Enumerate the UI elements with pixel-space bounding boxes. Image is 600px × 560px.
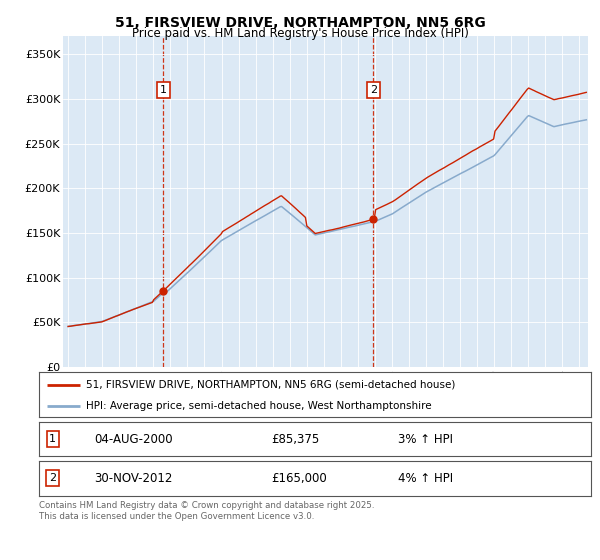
Text: 04-AUG-2000: 04-AUG-2000: [94, 432, 173, 446]
Text: 51, FIRSVIEW DRIVE, NORTHAMPTON, NN5 6RG: 51, FIRSVIEW DRIVE, NORTHAMPTON, NN5 6RG: [115, 16, 485, 30]
Text: 1: 1: [160, 85, 167, 95]
Text: 30-NOV-2012: 30-NOV-2012: [94, 472, 173, 485]
Text: 2: 2: [49, 473, 56, 483]
Text: 51, FIRSVIEW DRIVE, NORTHAMPTON, NN5 6RG (semi-detached house): 51, FIRSVIEW DRIVE, NORTHAMPTON, NN5 6RG…: [86, 380, 455, 390]
Text: Price paid vs. HM Land Registry's House Price Index (HPI): Price paid vs. HM Land Registry's House …: [131, 27, 469, 40]
Text: £85,375: £85,375: [271, 432, 319, 446]
Text: 2: 2: [370, 85, 377, 95]
Text: £165,000: £165,000: [271, 472, 326, 485]
Text: 3% ↑ HPI: 3% ↑ HPI: [398, 432, 453, 446]
Text: 4% ↑ HPI: 4% ↑ HPI: [398, 472, 453, 485]
Text: Contains HM Land Registry data © Crown copyright and database right 2025.
This d: Contains HM Land Registry data © Crown c…: [39, 501, 374, 521]
Text: HPI: Average price, semi-detached house, West Northamptonshire: HPI: Average price, semi-detached house,…: [86, 401, 431, 411]
Text: 1: 1: [49, 434, 56, 444]
